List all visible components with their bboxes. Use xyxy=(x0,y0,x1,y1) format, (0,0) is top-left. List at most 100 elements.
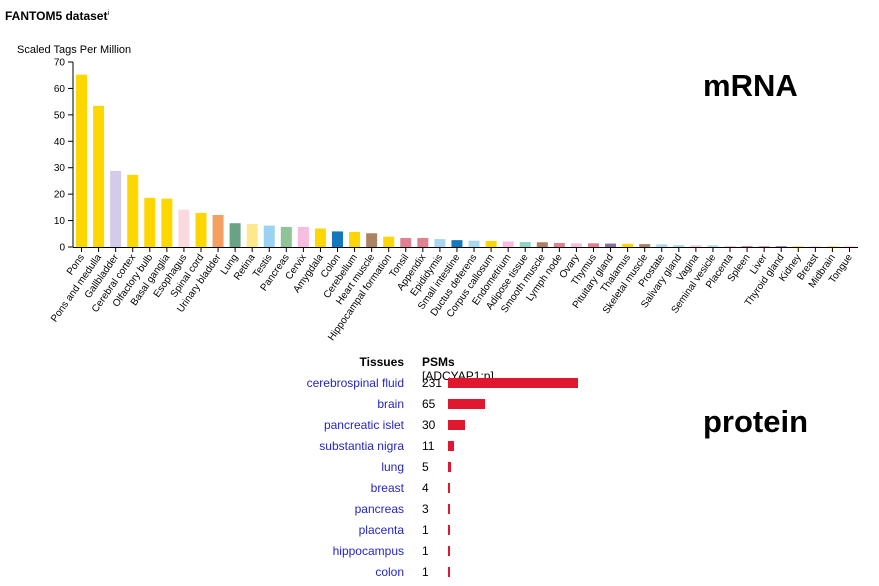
protein-row: lung 5 xyxy=(0,460,879,481)
protein-row: pancreas 3 xyxy=(0,502,879,523)
dataset-title-text: FANTOM5 dataset xyxy=(5,9,108,23)
bar[interactable] xyxy=(246,224,258,247)
bar[interactable] xyxy=(587,243,599,247)
protein-row: pancreatic islet 30 xyxy=(0,418,879,439)
psm-value: 1 xyxy=(422,544,429,558)
tissue-link[interactable]: hippocampus xyxy=(332,544,404,558)
bar[interactable] xyxy=(570,243,582,247)
protein-row: placenta 1 xyxy=(0,523,879,544)
bar[interactable] xyxy=(417,238,429,247)
psm-value: 3 xyxy=(422,502,429,516)
bar[interactable] xyxy=(297,226,309,247)
psm-bar xyxy=(448,567,450,577)
protein-row: cerebrospinal fluid 231 xyxy=(0,376,879,397)
bar[interactable] xyxy=(400,238,412,247)
psm-bar xyxy=(448,546,450,556)
bar[interactable] xyxy=(656,244,668,247)
y-tick-label: 40 xyxy=(54,137,66,148)
y-tick-label: 50 xyxy=(54,110,66,121)
psms-header-label: PSMs xyxy=(422,355,455,369)
bar[interactable] xyxy=(332,231,344,247)
bar[interactable] xyxy=(673,245,685,247)
y-axis-label: Scaled Tags Per Million xyxy=(17,44,132,56)
psm-bar xyxy=(448,525,450,535)
bar[interactable] xyxy=(76,74,88,247)
psm-value: 65 xyxy=(422,397,436,411)
tissues-header: Tissues xyxy=(359,355,404,369)
bar[interactable] xyxy=(758,246,770,247)
tissue-link[interactable]: lung xyxy=(381,460,404,474)
bar[interactable] xyxy=(434,239,446,247)
bar[interactable] xyxy=(792,246,804,247)
bar[interactable] xyxy=(161,198,173,247)
y-tick-label: 60 xyxy=(54,84,66,95)
tissue-link[interactable]: substantia nigra xyxy=(319,439,404,453)
bar[interactable] xyxy=(212,215,224,247)
bar[interactable] xyxy=(622,243,634,247)
psm-value: 1 xyxy=(422,523,429,537)
bar[interactable] xyxy=(195,212,207,247)
bar[interactable] xyxy=(843,246,855,247)
psm-bar xyxy=(448,420,465,430)
y-tick-label: 0 xyxy=(59,243,65,254)
bar[interactable] xyxy=(775,246,787,247)
bar[interactable] xyxy=(110,170,122,247)
tissue-link[interactable]: cerebrospinal fluid xyxy=(306,376,404,390)
bar[interactable] xyxy=(280,226,292,247)
bar[interactable] xyxy=(741,245,753,247)
bar[interactable] xyxy=(826,246,838,247)
info-icon[interactable]: i xyxy=(107,10,110,17)
tissue-link[interactable]: pancreatic islet xyxy=(323,418,404,432)
bar[interactable] xyxy=(349,231,361,247)
bar[interactable] xyxy=(229,223,241,247)
bar[interactable] xyxy=(690,245,702,247)
protein-section-label: protein xyxy=(703,404,809,439)
bar[interactable] xyxy=(536,242,548,247)
bar[interactable] xyxy=(519,241,531,247)
tissue-link[interactable]: colon xyxy=(375,565,404,579)
psm-value: 231 xyxy=(422,376,443,390)
protein-row: hippocampus 1 xyxy=(0,544,879,565)
y-tick-label: 10 xyxy=(54,216,66,227)
tissue-link[interactable]: brain xyxy=(377,397,404,411)
mrna-section-label: mRNA xyxy=(703,68,798,103)
protein-row: breast 4 xyxy=(0,481,879,502)
bar[interactable] xyxy=(144,197,156,247)
bar[interactable] xyxy=(724,245,736,247)
psm-value: 11 xyxy=(422,439,435,453)
bar[interactable] xyxy=(707,245,719,247)
bar[interactable] xyxy=(93,105,105,247)
bar[interactable] xyxy=(263,225,275,247)
psm-value: 30 xyxy=(422,418,436,432)
psm-bar xyxy=(448,441,455,451)
bar[interactable] xyxy=(639,244,651,247)
bar[interactable] xyxy=(314,228,326,248)
psm-bar xyxy=(448,399,485,409)
psm-value: 1 xyxy=(422,565,429,579)
protein-row: brain 65 xyxy=(0,397,879,418)
psm-bar xyxy=(448,483,451,493)
dataset-title: FANTOM5 dataseti xyxy=(5,9,109,23)
bar[interactable] xyxy=(127,174,139,247)
y-tick-label: 20 xyxy=(54,190,66,201)
bar[interactable] xyxy=(178,209,190,247)
psm-bar xyxy=(448,462,451,472)
bar[interactable] xyxy=(502,241,514,247)
psm-bar xyxy=(448,504,450,514)
bar[interactable] xyxy=(451,240,463,247)
psm-value: 5 xyxy=(422,460,429,474)
y-tick-label: 30 xyxy=(54,163,66,174)
y-tick-label: 70 xyxy=(54,58,66,69)
tissue-link[interactable]: pancreas xyxy=(354,502,404,516)
tissue-link[interactable]: placenta xyxy=(358,523,404,537)
protein-row: colon 1 xyxy=(0,565,879,586)
bar[interactable] xyxy=(809,246,821,247)
bar[interactable] xyxy=(553,243,565,247)
bar[interactable] xyxy=(605,243,617,247)
bar[interactable] xyxy=(383,236,395,247)
tissue-link[interactable]: breast xyxy=(370,481,404,495)
bar[interactable] xyxy=(366,233,378,247)
bar[interactable] xyxy=(468,240,480,247)
bar[interactable] xyxy=(485,240,497,247)
protein-row: substantia nigra 11 xyxy=(0,439,879,460)
